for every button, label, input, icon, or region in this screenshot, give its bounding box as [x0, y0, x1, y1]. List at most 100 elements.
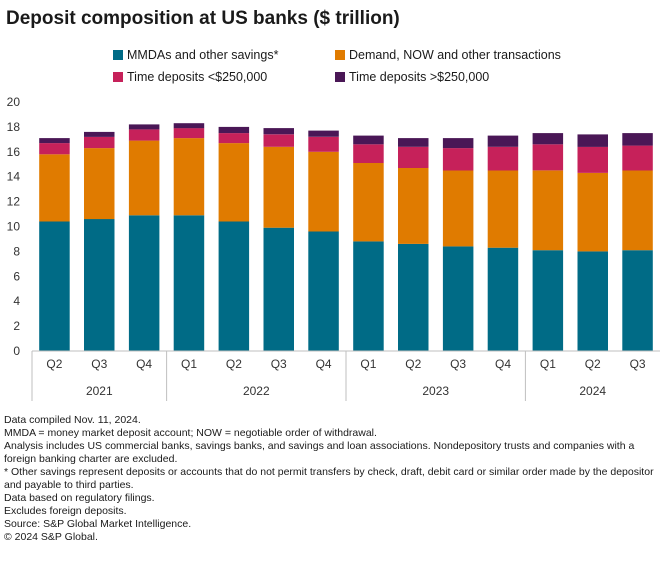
- y-tick-label: 14: [7, 170, 21, 184]
- bar-segment-time-large: [442, 138, 474, 149]
- note-other-savings: * Other savings represent deposits or ac…: [4, 466, 654, 491]
- x-tick-label: Q1: [540, 357, 556, 371]
- bar-segment-time-small: [308, 136, 339, 152]
- bar-segment-demand: [39, 154, 70, 222]
- legend-item-time-small: Time deposits <$250,000: [113, 70, 267, 84]
- bar-segment-mmdas: [577, 251, 608, 351]
- bar-segment-mmdas: [442, 246, 474, 351]
- y-tick-label: 6: [13, 269, 20, 283]
- x-tick-label: Q1: [360, 357, 376, 371]
- legend-label-demand: Demand, NOW and other transactions: [349, 48, 561, 62]
- bar-segment-mmdas: [308, 231, 339, 351]
- legend-swatch-mmdas: [113, 50, 123, 60]
- legend-item-mmdas: MMDAs and other savings*: [113, 48, 278, 62]
- note-source: Source: S&P Global Market Intelligence.: [4, 518, 192, 530]
- y-tick-label: 8: [13, 244, 20, 258]
- x-tick-label: Q3: [450, 357, 466, 371]
- note-compiled: Data compiled Nov. 11, 2024.: [4, 414, 141, 426]
- y-tick-label: 4: [13, 294, 20, 308]
- bar-segment-demand: [218, 143, 250, 222]
- bar-segment-mmdas: [398, 243, 429, 351]
- x-tick-label: Q4: [495, 357, 511, 371]
- y-tick-label: 18: [7, 120, 21, 134]
- note-copyright: © 2024 S&P Global.: [4, 531, 98, 543]
- x-tick-label: Q3: [91, 357, 107, 371]
- bar-segment-demand: [353, 163, 384, 242]
- bar-segment-demand: [622, 170, 653, 251]
- bar-segment-mmdas: [622, 250, 653, 351]
- legend-item-demand: Demand, NOW and other transactions: [335, 48, 561, 62]
- bar-segment-time-large: [577, 134, 608, 147]
- bar-segment-time-small: [39, 143, 70, 155]
- bar-segment-time-large: [263, 128, 294, 135]
- bar-segment-mmdas: [128, 215, 160, 351]
- bar-segment-time-small: [442, 148, 474, 171]
- y-tick-label: 16: [7, 145, 21, 159]
- bar-segment-mmdas: [532, 250, 564, 351]
- bar-segment-time-large: [398, 138, 429, 147]
- bar-segment-mmdas: [487, 247, 519, 351]
- year-label: 2023: [422, 384, 449, 398]
- x-tick-label: Q2: [405, 357, 421, 371]
- legend-swatch-time-small: [113, 72, 123, 82]
- legend-item-time-large: Time deposits >$250,000: [335, 70, 489, 84]
- x-tick-label: Q2: [585, 357, 601, 371]
- y-tick-label: 12: [7, 195, 21, 209]
- y-tick-label: 10: [7, 220, 21, 234]
- bar-segment-mmdas: [39, 221, 70, 351]
- legend-label-time-large: Time deposits >$250,000: [349, 70, 490, 84]
- bar-segment-time-large: [39, 138, 70, 144]
- bar-segment-time-large: [308, 130, 339, 137]
- footnotes: Data compiled Nov. 11, 2024. MMDA = mone…: [4, 414, 656, 544]
- bar-segment-demand: [532, 170, 564, 251]
- bar-segment-time-small: [532, 144, 564, 171]
- legend-swatch-demand: [335, 50, 345, 60]
- x-tick-label: Q2: [226, 357, 242, 371]
- bar-segment-demand: [308, 151, 339, 232]
- bar-segment-mmdas: [84, 219, 115, 351]
- note-abbreviations: MMDA = money market deposit account; NOW…: [4, 427, 377, 439]
- bar-segment-time-small: [622, 145, 653, 171]
- bar-segment-time-large: [487, 135, 519, 147]
- bar-segment-time-small: [218, 133, 250, 144]
- bar-segment-demand: [263, 146, 294, 228]
- bar-segment-demand: [128, 140, 160, 216]
- x-tick-label: Q3: [271, 357, 287, 371]
- x-tick-label: Q4: [316, 357, 332, 371]
- bar-segment-time-small: [398, 146, 429, 168]
- year-label: 2024: [579, 384, 606, 398]
- legend-swatch-time-large: [335, 72, 345, 82]
- bar-segment-time-large: [173, 123, 205, 129]
- chart-title: Deposit composition at US banks ($ trill…: [6, 8, 400, 29]
- bar-segment-time-large: [622, 133, 653, 146]
- note-regulatory: Data based on regulatory filings.: [4, 492, 155, 504]
- bar-segment-time-small: [263, 134, 294, 147]
- bar-segment-demand: [398, 168, 429, 244]
- bar-segment-time-large: [84, 131, 115, 137]
- bar-segment-demand: [173, 138, 205, 216]
- bar-segment-demand: [442, 170, 474, 247]
- bar-segment-time-small: [487, 146, 519, 171]
- bar-segment-time-large: [128, 124, 160, 130]
- x-tick-label: Q3: [630, 357, 646, 371]
- year-label: 2022: [243, 384, 270, 398]
- x-tick-label: Q2: [46, 357, 62, 371]
- bar-segment-demand: [487, 170, 519, 248]
- bar-segment-time-small: [173, 128, 205, 139]
- year-label: 2021: [86, 384, 113, 398]
- bar-segment-mmdas: [353, 241, 384, 351]
- bar-segment-mmdas: [173, 215, 205, 351]
- bar-segment-demand: [577, 173, 608, 252]
- bar-segment-time-large: [532, 133, 564, 145]
- stacked-bar-chart: 0 2 4 6 8 10 12 14 16 18 20 Q2 Q3 Q4 Q1 Q2 Q3 Q4 Q1 Q2 Q3 Q4 Q…: [7, 95, 660, 401]
- note-scope: Analysis includes US commercial banks, s…: [4, 440, 635, 465]
- x-tick-label: Q1: [181, 357, 197, 371]
- bar-segment-time-small: [353, 144, 384, 163]
- y-tick-label: 20: [7, 95, 21, 109]
- bar-segment-time-small: [84, 136, 115, 149]
- bar-segment-demand: [84, 148, 115, 220]
- bar-segment-time-large: [218, 126, 250, 134]
- note-foreign: Excludes foreign deposits.: [4, 505, 127, 517]
- x-tick-label: Q4: [136, 357, 152, 371]
- legend-label-time-small: Time deposits <$250,000: [127, 70, 268, 84]
